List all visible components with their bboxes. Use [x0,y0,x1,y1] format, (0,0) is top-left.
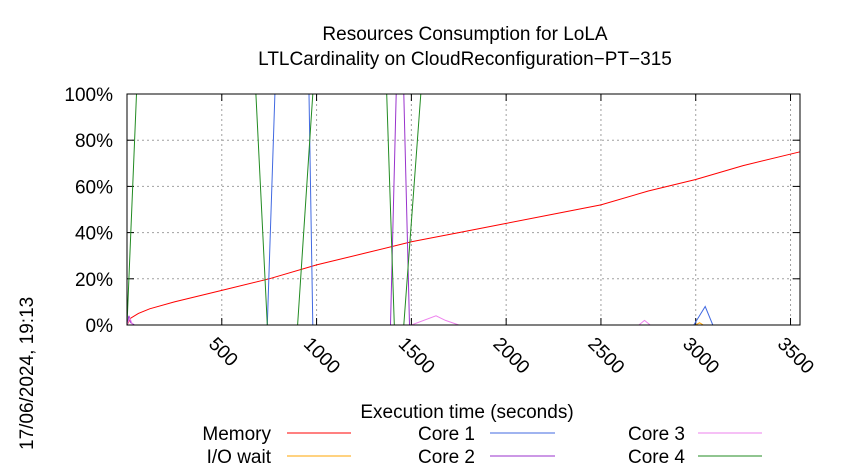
y-tick-label: 80% [75,131,113,152]
x-axis-ticks: 500 1000 1500 2000 2500 3000 3500 [204,94,818,379]
legend-label-memory: Memory [202,424,271,445]
x-axis-label: Execution time (seconds) [360,402,573,423]
legend-label-core-3: Core 3 [628,424,685,445]
series-line-memory [126,151,801,326]
x-tick-label: 2500 [583,334,628,379]
series-line-core-4 [126,93,800,326]
x-tick-label: 500 [204,334,241,371]
y-tick-label: 100% [64,85,113,106]
y-tick-label: 60% [75,177,113,198]
series-line-core-2 [126,93,800,326]
x-tick-label: 3500 [773,334,818,379]
grid-lines [127,94,800,325]
legend-label-core-4: Core 4 [628,447,685,468]
legend-label-core-1: Core 1 [418,424,475,445]
y-axis-ticks: 0% 20% 40% 60% 80% 100% [64,85,800,337]
x-tick-label: 1500 [394,334,439,379]
y-tick-label: 40% [75,224,113,245]
series-line-core-3 [126,315,800,326]
legend-label-i-o-wait: I/O wait [207,447,272,468]
legend-label-core-2: Core 2 [418,447,475,468]
x-tick-label: 3000 [678,334,723,379]
chart-subtitle: LTLCardinality on CloudReconfiguration−P… [258,49,672,70]
timestamp-label: 17/06/2024, 19:13 [17,297,38,450]
plot-frame [126,93,801,326]
x-tick-label: 1000 [299,334,344,379]
series-line-core-1 [127,93,800,326]
chart-title: Resources Consumption for LoLA [322,24,607,45]
series-lines [126,93,801,326]
y-tick-label: 0% [86,316,114,337]
y-tick-label: 20% [75,270,113,291]
x-tick-label: 2000 [489,334,534,379]
